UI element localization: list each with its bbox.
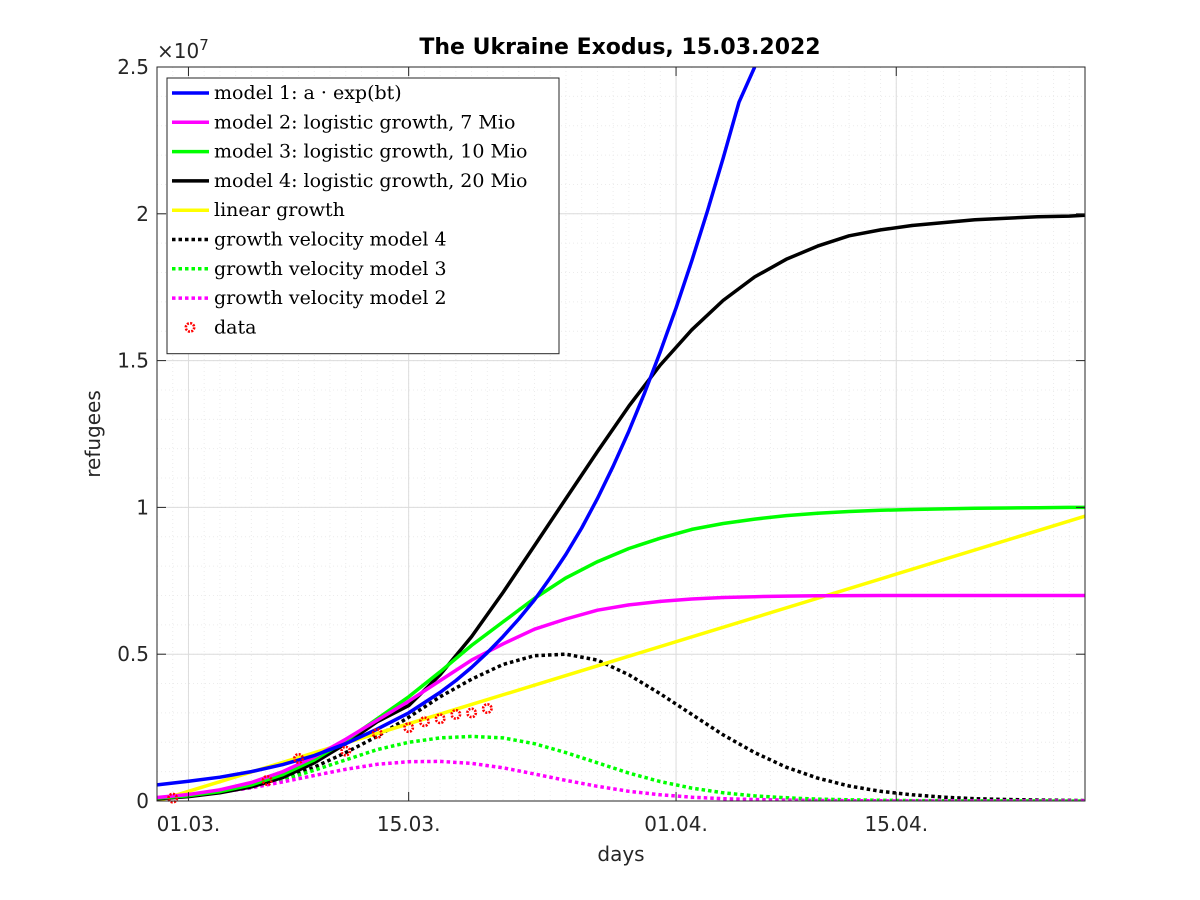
- legend: model 1: a · exp(bt) model 2: logistic gr…: [166, 77, 560, 355]
- x-tick-label: 01.04.: [644, 812, 708, 836]
- series-line-6: [157, 652, 1085, 801]
- data-point: [466, 707, 478, 719]
- series-line-8: [157, 759, 1085, 801]
- data-point: [293, 752, 305, 764]
- legend-entry-label: model 4: logistic growth, 20 Mio: [214, 170, 528, 192]
- x-tick-label: 01.03.: [157, 812, 221, 836]
- series-line-5: [157, 514, 1085, 801]
- x-axis-label: days: [597, 842, 644, 866]
- y-exponent-base: ×10: [157, 39, 199, 63]
- x-tick-label: 15.04.: [864, 812, 928, 836]
- y-exponent-label: ×107: [157, 36, 209, 63]
- legend-entry-label: model 2: logistic growth, 7 Mio: [214, 111, 515, 133]
- y-tick-label: 0: [136, 789, 149, 813]
- legend-entry-label: growth velocity model 4: [214, 229, 447, 251]
- data-point: [418, 716, 430, 728]
- series-line-3: [157, 505, 1085, 800]
- y-tick-label: 1.5: [117, 349, 149, 373]
- data-point: [340, 745, 352, 757]
- y-axis-label: refugees: [81, 390, 105, 478]
- y-tick-label: 2.5: [117, 55, 149, 79]
- x-tick-label: 15.03.: [377, 812, 441, 836]
- series-line-4: [157, 213, 1085, 801]
- tick-layer: 01.03. 15.03. 01.04. 15.04. 0 0.5 1 1.5 2 2.5: [117, 55, 1085, 836]
- legend-entry-label: growth velocity model 2: [214, 287, 447, 309]
- legend-entry-label: model 1: a · exp(bt): [214, 82, 402, 104]
- data-point: [261, 774, 273, 786]
- legend-marker: [184, 321, 196, 333]
- chart-title: The Ukraine Exodus, 15.03.2022: [419, 35, 820, 60]
- series-line-1: [157, 67, 757, 787]
- data-point: [403, 722, 415, 734]
- series-layer: [157, 67, 1085, 801]
- y-tick-label: 2: [136, 202, 149, 226]
- y-tick-label: 0.5: [117, 642, 149, 666]
- data-point: [371, 727, 383, 739]
- data-point: [167, 792, 179, 804]
- plot-frame: [156, 66, 1086, 802]
- y-exponent-power: 7: [199, 36, 209, 54]
- data-point: [434, 713, 446, 725]
- legend-box: [166, 77, 560, 355]
- legend-entry-label: growth velocity model 3: [214, 258, 447, 280]
- data-point: [481, 703, 493, 715]
- data-layer: [167, 703, 493, 804]
- legend-entry-label: data: [214, 316, 256, 338]
- legend-entry-label: model 3: logistic growth, 10 Mio: [214, 141, 528, 163]
- legend-entry-label: linear growth: [214, 199, 345, 221]
- y-tick-label: 1: [136, 495, 149, 519]
